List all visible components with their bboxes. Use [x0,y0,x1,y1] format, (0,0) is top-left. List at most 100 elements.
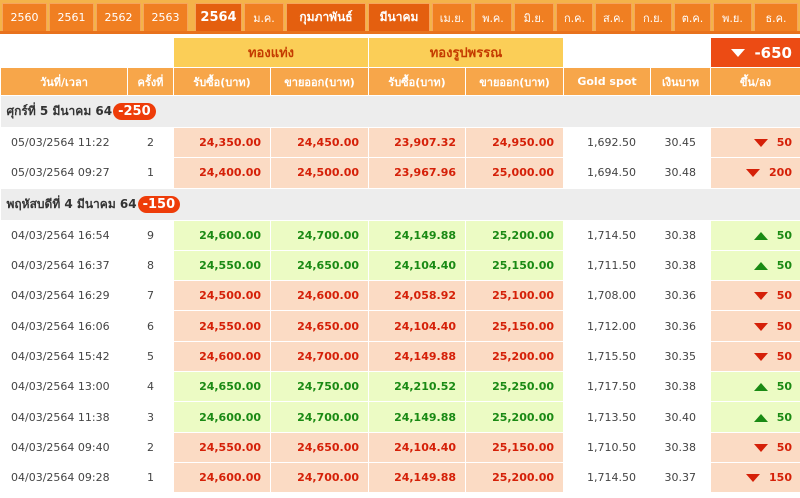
day-header: ศุกร์ที่ 5 มีนาคม 64 -250 [0,95,800,128]
cell-gold-spot: 1,714.50 [563,461,651,494]
table-row[interactable]: 04/03/2564 16:54 9 24,600.00 24,700.00 24,14… [0,219,800,251]
cell-change: 50 [710,340,800,373]
tab-year-2562[interactable]: 2562 [96,3,141,31]
cell-ornament-buy: 24,149.88 [368,219,466,251]
group-header-gold-bar: ทองแท่ง [173,37,369,68]
cell-datetime: 04/03/2564 09:28 [0,461,128,494]
table-row[interactable]: 04/03/2564 16:29 7 24,500.00 24,600.00 24,05… [0,280,800,312]
table-row[interactable]: 04/03/2564 16:06 6 24,550.00 24,650.00 24,10… [0,310,800,342]
cell-bar-sell: 24,650.00 [270,310,369,342]
cell-bar-buy: 24,350.00 [173,126,271,159]
tab-month-apr[interactable]: เม.ย. [432,3,472,31]
cell-bar-buy: 24,600.00 [173,340,271,373]
tab-month-oct[interactable]: ต.ค. [674,3,711,31]
cell-change: 50 [710,371,800,403]
tab-month-feb[interactable]: กุมภาพันธ์ [286,3,366,31]
cell-gold-spot: 1,715.50 [563,340,651,373]
tab-month-jul[interactable]: ก.ค. [556,3,593,31]
table-row[interactable]: 04/03/2564 09:28 1 24,600.00 24,700.00 24,14… [0,461,800,494]
table-row[interactable]: 04/03/2564 09:40 2 24,550.00 24,650.00 24,10… [0,431,800,463]
up-arrow-icon [753,231,768,240]
tab-month-sep[interactable]: ก.ย. [634,3,672,31]
change-value: 150 [769,471,792,485]
cell-bar-sell: 24,700.00 [270,461,369,494]
day-header-row: ศุกร์ที่ 5 มีนาคม 64 -250 [0,95,800,128]
cell-datetime: 04/03/2564 09:40 [0,431,128,463]
table-row[interactable]: 05/03/2564 09:27 1 24,400.00 24,500.00 23,96… [0,157,800,189]
tab-month-mar[interactable]: มีนาคม [368,3,430,31]
month-change-badge: -650 [710,37,800,68]
cell-change: 50 [710,310,800,342]
change-value: 50 [776,289,792,303]
day-header: พฤหัสบดีที่ 4 มีนาคม 64 -150 [0,188,800,221]
cell-change: 50 [710,401,800,433]
cell-datetime: 05/03/2564 09:27 [0,157,128,189]
change-value: 50 [776,349,792,363]
cell-thb: 30.40 [650,401,711,433]
period-tab-bar: 2560 2561 2562 2563 2564 ม.ค. กุมภาพันธ์… [0,0,800,34]
cell-gold-spot: 1,713.50 [563,401,651,433]
change-value: 50 [776,259,792,273]
day-change-badge: -150 [137,195,181,213]
tab-year-2560[interactable]: 2560 [2,3,47,31]
cell-bar-sell: 24,750.00 [270,371,369,403]
day-change-badge: -250 [113,103,156,120]
change-value: 50 [776,410,792,424]
cell-bar-sell: 24,700.00 [270,219,369,251]
group-header-row: ทองแท่ง ทองรูปพรรณ -650 [0,37,800,68]
gold-price-table: ทองแท่ง ทองรูปพรรณ -650 วันที่/เวลา ครั้… [0,37,800,494]
cell-bar-buy: 24,550.00 [173,249,271,282]
tab-year-2563[interactable]: 2563 [143,3,188,31]
table-row[interactable]: 04/03/2564 11:38 3 24,600.00 24,700.00 24,14… [0,401,800,433]
cell-thb: 30.36 [650,310,711,342]
change-value: 50 [776,440,792,454]
table-row[interactable]: 04/03/2564 13:00 4 24,650.00 24,750.00 24,21… [0,371,800,403]
cell-ornament-buy: 24,104.40 [368,431,466,463]
cell-bar-buy: 24,650.00 [173,371,271,403]
tab-month-dec[interactable]: ธ.ค. [754,3,798,31]
tab-month-jun[interactable]: มิ.ย. [514,3,554,31]
down-arrow-icon [753,139,768,148]
cell-bar-sell: 24,650.00 [270,249,369,282]
cell-thb: 30.36 [650,280,711,312]
cell-thb: 30.38 [650,371,711,403]
cell-change: 50 [710,280,800,312]
cell-bar-sell: 24,450.00 [270,126,369,159]
cell-thb: 30.38 [650,431,711,463]
cell-datetime: 05/03/2564 11:22 [0,126,128,159]
tab-year-2561[interactable]: 2561 [49,3,94,31]
cell-thb: 30.48 [650,157,711,189]
table-body: ศุกร์ที่ 5 มีนาคม 64 -250 05/03/2564 11:22… [0,95,800,494]
tab-year-2564[interactable]: 2564 [195,3,242,31]
tab-month-jan[interactable]: ม.ค. [244,3,284,31]
change-value: 50 [776,319,792,333]
cell-ornament-buy: 24,104.40 [368,310,466,342]
down-arrow-icon [746,474,761,483]
cell-round: 7 [127,280,174,312]
cell-gold-spot: 1,692.50 [563,126,651,159]
tab-month-aug[interactable]: ส.ค. [595,3,632,31]
tab-month-may[interactable]: พ.ค. [474,3,512,31]
cell-ornament-buy: 24,149.88 [368,461,466,494]
table-row[interactable]: 04/03/2564 15:42 5 24,600.00 24,700.00 24,14… [0,340,800,373]
cell-gold-spot: 1,714.50 [563,219,651,251]
up-arrow-icon [753,262,768,271]
cell-bar-sell: 24,650.00 [270,431,369,463]
day-label: พฤหัสบดีที่ 4 มีนาคม 64 [6,196,137,211]
cell-round: 8 [127,249,174,282]
table-row[interactable]: 05/03/2564 11:22 2 24,350.00 24,450.00 23,90… [0,126,800,159]
cell-bar-buy: 24,550.00 [173,431,271,463]
cell-thb: 30.38 [650,219,711,251]
table-row[interactable]: 04/03/2564 16:37 8 24,550.00 24,650.00 24,10… [0,249,800,282]
group-header-spacer [0,37,174,68]
cell-ornament-sell: 25,150.00 [465,249,564,282]
cell-round: 4 [127,371,174,403]
cell-change: 50 [710,219,800,251]
cell-change: 50 [710,249,800,282]
col-header-round: ครั้งที่ [127,67,174,96]
tab-month-nov[interactable]: พ.ย. [713,3,752,31]
cell-round: 2 [127,126,174,159]
col-header-change: ขึ้น/ลง [710,67,800,96]
day-header-row: พฤหัสบดีที่ 4 มีนาคม 64 -150 [0,188,800,221]
cell-round: 3 [127,401,174,433]
